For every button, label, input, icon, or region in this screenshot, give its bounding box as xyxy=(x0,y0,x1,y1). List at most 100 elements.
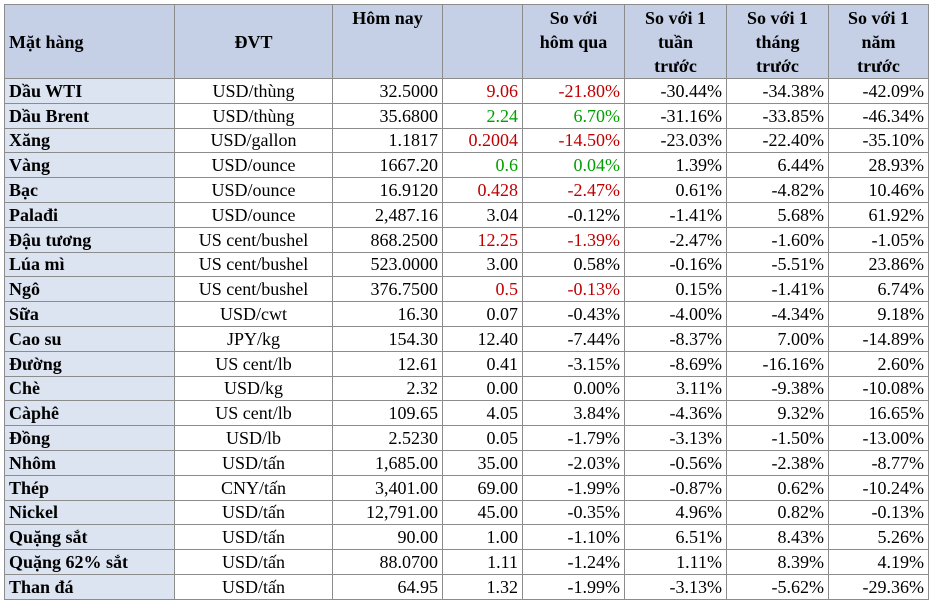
cell-name: Sữa xyxy=(4,301,175,327)
table-row: Xăng USD/gallon 1.1817 0.2004 -14.50% -23.03%… xyxy=(4,127,929,154)
cell-vs-yesterday: 3.84% xyxy=(522,400,625,427)
commodity-price-table: Mặt hàng ĐVT Hôm nay So với hôm qua So v… xyxy=(4,4,929,600)
cell-vs-month: 0.62% xyxy=(726,474,829,501)
cell-change: 0.07 xyxy=(442,301,523,327)
cell-name: Chè xyxy=(4,375,175,402)
table-row: Đậu tương US cent/bushel 868.2500 12.25 -1.3… xyxy=(4,226,929,253)
cell-change: 45.00 xyxy=(442,499,523,526)
table-row: Thép CNY/tấn 3,401.00 69.00 -1.99% -0.87% 0.62… xyxy=(4,474,929,501)
cell-unit: USD/thùng xyxy=(174,78,333,104)
cell-unit: US cent/lb xyxy=(174,400,333,427)
cell-change: 0.5 xyxy=(442,276,523,303)
cell-change: 4.05 xyxy=(442,400,523,427)
table-row: Sữa USD/cwt 16.30 0.07 -0.43% -4.00% -4.34% 9.1… xyxy=(4,301,929,327)
table-row: Cao su JPY/kg 154.30 12.40 -7.44% -8.37% 7.00%… xyxy=(4,325,929,352)
cell-name: Dầu Brent xyxy=(4,102,175,129)
cell-vs-yesterday: -1.10% xyxy=(522,524,625,551)
cell-unit: US cent/bushel xyxy=(174,251,333,278)
table-row: Dầu Brent USD/thùng 35.6800 2.24 6.70% -31.16… xyxy=(4,102,929,129)
cell-vs-yesterday: -1.24% xyxy=(522,549,625,575)
cell-vs-yesterday: 6.70% xyxy=(522,102,625,129)
cell-change: 0.428 xyxy=(442,177,523,203)
cell-today: 1,685.00 xyxy=(332,449,443,476)
cell-vs-yesterday: 0.00% xyxy=(522,375,625,402)
cell-name: Xăng xyxy=(4,127,175,154)
cell-unit: USD/gallon xyxy=(174,127,333,154)
cell-vs-month: -34.38% xyxy=(726,78,829,104)
cell-vs-yesterday: -0.12% xyxy=(522,201,625,228)
cell-unit: US cent/bushel xyxy=(174,276,333,303)
cell-vs-year: 61.92% xyxy=(828,201,929,228)
cell-vs-month: -1.41% xyxy=(726,276,829,303)
cell-vs-week: 0.15% xyxy=(624,276,727,303)
header-item: Mặt hàng xyxy=(4,4,175,79)
cell-change: 1.32 xyxy=(442,573,523,600)
cell-change: 69.00 xyxy=(442,474,523,501)
cell-vs-week: -0.56% xyxy=(624,449,727,476)
header-today: Hôm nay xyxy=(332,4,443,79)
table-body: Dầu WTI USD/thùng 32.5000 9.06 -21.80% -30.44… xyxy=(4,78,929,600)
cell-change: 0.41 xyxy=(442,350,523,377)
cell-name: Quặng 62% sắt xyxy=(4,549,175,575)
table-row: Lúa mì US cent/bushel 523.0000 3.00 0.58% -0.… xyxy=(4,251,929,278)
cell-name: Thép xyxy=(4,474,175,501)
table-row: Vàng USD/ounce 1667.20 0.6 0.04% 1.39% 6.44% 28… xyxy=(4,152,929,179)
table-row: Quặng sắt USD/tấn 90.00 1.00 -1.10% 6.51% 8.43… xyxy=(4,524,929,551)
cell-unit: USD/cwt xyxy=(174,301,333,327)
cell-vs-yesterday: 0.04% xyxy=(522,152,625,179)
cell-vs-year: -10.08% xyxy=(828,375,929,402)
cell-vs-week: -8.37% xyxy=(624,325,727,352)
cell-name: Lúa mì xyxy=(4,251,175,278)
header-vs-month-line1: So với 1 xyxy=(747,8,808,28)
cell-unit: USD/tấn xyxy=(174,524,333,551)
cell-change: 0.00 xyxy=(442,375,523,402)
table-row: Nhôm USD/tấn 1,685.00 35.00 -2.03% -0.56% -2.3… xyxy=(4,449,929,476)
cell-vs-month: -33.85% xyxy=(726,102,829,129)
table-row: Dầu WTI USD/thùng 32.5000 9.06 -21.80% -30.44… xyxy=(4,78,929,104)
cell-today: 2,487.16 xyxy=(332,201,443,228)
cell-change: 0.05 xyxy=(442,425,523,451)
header-vs-year-line2: năm xyxy=(861,32,896,52)
cell-vs-week: -3.13% xyxy=(624,573,727,600)
cell-unit: USD/ounce xyxy=(174,201,333,228)
cell-vs-week: -8.69% xyxy=(624,350,727,377)
header-vs-yesterday-line2: hôm qua xyxy=(539,32,608,52)
cell-vs-year: 5.26% xyxy=(828,524,929,551)
cell-today: 64.95 xyxy=(332,573,443,600)
cell-vs-week: 6.51% xyxy=(624,524,727,551)
table-row: Nickel USD/tấn 12,791.00 45.00 -0.35% 4.96% 0.… xyxy=(4,499,929,526)
cell-vs-year: -29.36% xyxy=(828,573,929,600)
cell-today: 12,791.00 xyxy=(332,499,443,526)
cell-vs-month: -16.16% xyxy=(726,350,829,377)
cell-today: 523.0000 xyxy=(332,251,443,278)
cell-change: 12.40 xyxy=(442,325,523,352)
cell-change: 3.00 xyxy=(442,251,523,278)
cell-change: 9.06 xyxy=(442,78,523,104)
cell-vs-year: -35.10% xyxy=(828,127,929,154)
header-vs-week: So với 1 tuần trước xyxy=(624,4,727,79)
table-row: Đường US cent/lb 12.61 0.41 -3.15% -8.69% -16.… xyxy=(4,350,929,377)
header-vs-yesterday: So với hôm qua xyxy=(522,4,625,79)
cell-vs-year: -46.34% xyxy=(828,102,929,129)
cell-vs-year: -14.89% xyxy=(828,325,929,352)
cell-vs-week: 1.11% xyxy=(624,549,727,575)
cell-unit: USD/tấn xyxy=(174,449,333,476)
cell-unit: USD/ounce xyxy=(174,152,333,179)
table-row: Chè USD/kg 2.32 0.00 0.00% 3.11% -9.38% -10.08% xyxy=(4,375,929,402)
cell-vs-yesterday: -21.80% xyxy=(522,78,625,104)
header-vs-week-line3: trước xyxy=(654,56,697,76)
cell-today: 35.6800 xyxy=(332,102,443,129)
cell-vs-year: 28.93% xyxy=(828,152,929,179)
cell-vs-yesterday: -3.15% xyxy=(522,350,625,377)
cell-vs-week: 4.96% xyxy=(624,499,727,526)
table-row: Ngô US cent/bushel 376.7500 0.5 -0.13% 0.15% -… xyxy=(4,276,929,303)
cell-vs-week: 1.39% xyxy=(624,152,727,179)
table-row: Palađi USD/ounce 2,487.16 3.04 -0.12% -1.41% 5… xyxy=(4,201,929,228)
cell-vs-week: 3.11% xyxy=(624,375,727,402)
header-change xyxy=(442,4,523,79)
cell-name: Nhôm xyxy=(4,449,175,476)
cell-change: 2.24 xyxy=(442,102,523,129)
cell-change: 1.00 xyxy=(442,524,523,551)
cell-vs-year: -0.13% xyxy=(828,499,929,526)
cell-vs-month: -5.51% xyxy=(726,251,829,278)
